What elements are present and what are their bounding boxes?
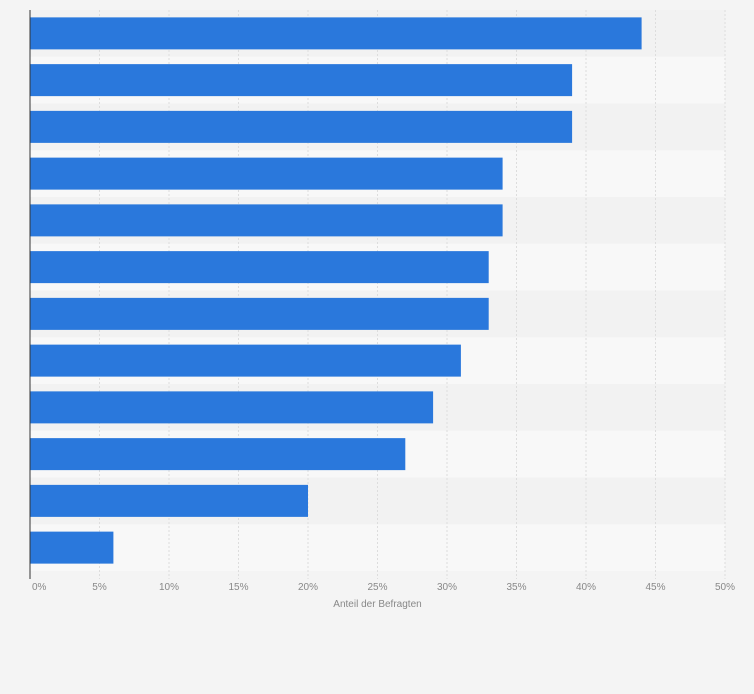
bar — [30, 157, 503, 190]
x-axis-label: Anteil der Befragten — [333, 599, 421, 610]
bar — [30, 297, 489, 330]
bar — [30, 344, 461, 377]
bar — [30, 17, 642, 50]
bar — [30, 204, 503, 237]
bar — [30, 438, 406, 471]
tick-label: 50% — [715, 582, 735, 593]
tick-label: 10% — [159, 582, 179, 593]
tick-label: 15% — [228, 582, 248, 593]
bar — [30, 64, 573, 97]
tick-label: 0% — [32, 582, 47, 593]
gridlines — [99, 10, 726, 579]
tick-label: 45% — [645, 582, 665, 593]
tick-label: 20% — [298, 582, 318, 593]
x-axis-ticks: 0% 5% 10% 15% 20% 25% 30% 35% 40% 45% 50% — [32, 582, 735, 593]
tick-label: 30% — [437, 582, 457, 593]
tick-label: 35% — [506, 582, 526, 593]
bar — [30, 484, 308, 517]
tick-label: 40% — [576, 582, 596, 593]
bar — [30, 251, 489, 284]
bars — [30, 17, 642, 564]
tick-label: 5% — [92, 582, 107, 593]
bar — [30, 531, 114, 564]
bar — [30, 110, 573, 143]
bar — [30, 391, 434, 424]
tick-label: 25% — [367, 582, 387, 593]
